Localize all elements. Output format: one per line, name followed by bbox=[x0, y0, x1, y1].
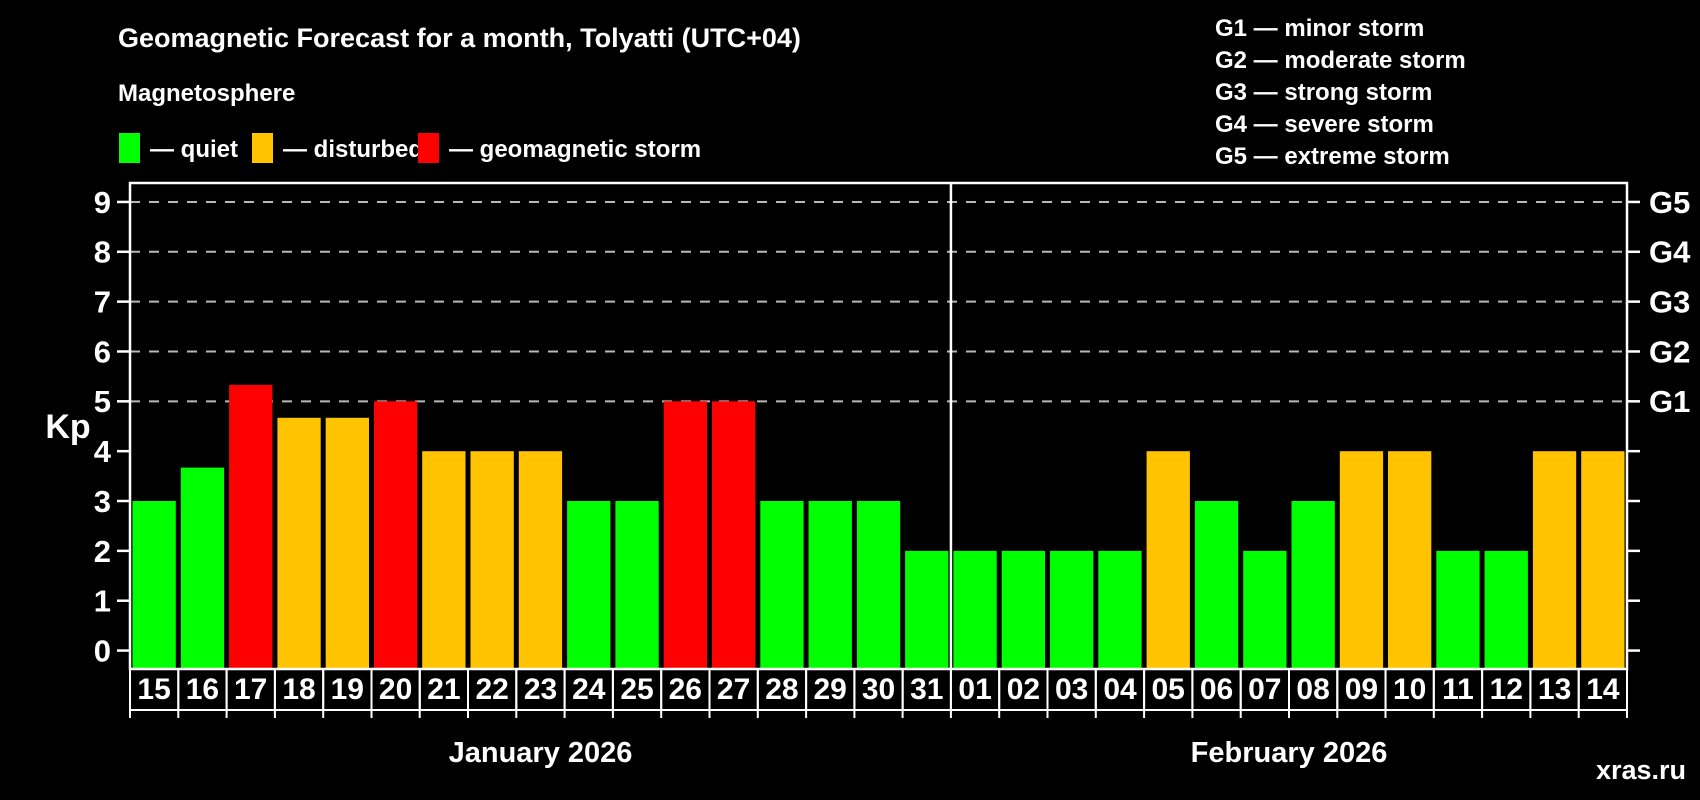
day-label-22: 22 bbox=[476, 673, 509, 706]
y-tick-label-2: 2 bbox=[94, 534, 111, 569]
kp-bar-day-27 bbox=[712, 401, 756, 669]
kp-bar-day-13 bbox=[1532, 451, 1577, 669]
day-label-01: 01 bbox=[958, 673, 991, 706]
y-tick-label-0: 0 bbox=[94, 633, 111, 668]
kp-bar-day-15 bbox=[132, 501, 176, 669]
g-scale-label-g5: G5 bbox=[1649, 185, 1690, 220]
kp-bar-day-18 bbox=[277, 417, 321, 669]
day-label-07: 07 bbox=[1248, 673, 1281, 706]
day-label-06: 06 bbox=[1200, 673, 1233, 706]
kp-bar-day-03 bbox=[1050, 550, 1094, 669]
day-label-28: 28 bbox=[765, 673, 798, 706]
watermark: xras.ru bbox=[1596, 755, 1686, 785]
legend-swatch-quiet-icon bbox=[119, 133, 140, 163]
g-legend-line-g3: G3 — strong storm bbox=[1215, 79, 1432, 106]
day-label-27: 27 bbox=[717, 673, 750, 706]
kp-bar-day-21 bbox=[422, 451, 466, 669]
y-axis-title: Kp bbox=[45, 408, 90, 446]
kp-bar-day-08 bbox=[1291, 501, 1335, 669]
kp-bar-day-20 bbox=[374, 401, 418, 669]
day-label-31: 31 bbox=[910, 673, 943, 706]
kp-bar-day-31 bbox=[905, 550, 949, 669]
y-tick-label-7: 7 bbox=[94, 284, 111, 319]
kp-bar-day-06 bbox=[1194, 501, 1239, 669]
kp-bar-day-25 bbox=[615, 501, 659, 669]
day-label-02: 02 bbox=[1007, 673, 1040, 706]
day-label-12: 12 bbox=[1490, 673, 1523, 706]
kp-bar-day-29 bbox=[808, 501, 852, 669]
y-tick-label-8: 8 bbox=[94, 235, 111, 270]
kp-bar-day-16 bbox=[180, 467, 225, 669]
kp-bar-day-01 bbox=[953, 550, 997, 669]
kp-bar-day-19 bbox=[325, 417, 369, 669]
y-tick-label-1: 1 bbox=[94, 584, 111, 619]
kp-bar-day-10 bbox=[1388, 451, 1432, 669]
y-tick-label-5: 5 bbox=[94, 384, 111, 419]
kp-bar-day-22 bbox=[470, 451, 514, 669]
g-legend-line-g5: G5 — extreme storm bbox=[1215, 143, 1450, 170]
day-label-09: 09 bbox=[1345, 673, 1378, 706]
chart-title: Geomagnetic Forecast for a month, Tolyat… bbox=[118, 23, 801, 53]
day-label-13: 13 bbox=[1538, 673, 1571, 706]
kp-bar-day-14 bbox=[1581, 451, 1625, 669]
day-label-03: 03 bbox=[1055, 673, 1088, 706]
kp-bar-day-05 bbox=[1146, 451, 1190, 669]
legend-label-storm: — geomagnetic storm bbox=[449, 136, 701, 163]
day-label-10: 10 bbox=[1393, 673, 1426, 706]
y-tick-label-6: 6 bbox=[94, 334, 111, 369]
day-label-15: 15 bbox=[137, 673, 170, 706]
y-tick-label-4: 4 bbox=[94, 434, 112, 469]
month-label-january-2026: January 2026 bbox=[449, 737, 633, 769]
day-label-30: 30 bbox=[862, 673, 895, 706]
day-label-05: 05 bbox=[1152, 673, 1185, 706]
g-scale-label-g3: G3 bbox=[1649, 284, 1690, 319]
day-label-08: 08 bbox=[1296, 673, 1329, 706]
g-scale-label-g2: G2 bbox=[1649, 334, 1690, 369]
day-label-11: 11 bbox=[1442, 673, 1474, 706]
kp-bar-day-02 bbox=[1001, 550, 1045, 669]
day-label-20: 20 bbox=[379, 673, 412, 706]
day-label-18: 18 bbox=[282, 673, 315, 706]
kp-bar-day-12 bbox=[1484, 550, 1528, 669]
g-legend-line-g1: G1 — minor storm bbox=[1215, 15, 1424, 42]
day-label-16: 16 bbox=[186, 673, 219, 706]
legend-label-disturbed: — disturbed bbox=[283, 136, 423, 163]
day-cell-14 bbox=[1577, 668, 1628, 711]
kp-bar-day-28 bbox=[760, 501, 804, 669]
day-label-19: 19 bbox=[331, 673, 364, 706]
day-label-24: 24 bbox=[572, 673, 606, 706]
chart-subtitle: Magnetosphere bbox=[118, 80, 295, 107]
day-label-26: 26 bbox=[669, 673, 702, 706]
kp-bar-day-17 bbox=[229, 384, 273, 669]
day-label-17: 17 bbox=[234, 673, 267, 706]
g-legend-line-g4: G4 — severe storm bbox=[1215, 111, 1434, 138]
day-label-25: 25 bbox=[620, 673, 653, 706]
kp-bar-day-26 bbox=[663, 401, 707, 669]
kp-bar-day-24 bbox=[567, 501, 611, 669]
legend-label-quiet: — quiet bbox=[150, 136, 238, 163]
y-tick-label-3: 3 bbox=[94, 484, 111, 519]
kp-bar-day-04 bbox=[1098, 550, 1142, 669]
day-label-04: 04 bbox=[1103, 673, 1137, 706]
day-label-21: 21 bbox=[427, 673, 460, 706]
y-tick-label-9: 9 bbox=[94, 185, 111, 220]
month-label-february-2026: February 2026 bbox=[1191, 737, 1388, 769]
g-legend-line-g2: G2 — moderate storm bbox=[1215, 47, 1466, 74]
kp-bar-day-23 bbox=[518, 451, 563, 669]
legend-swatch-disturbed-icon bbox=[252, 133, 273, 163]
kp-bar-day-09 bbox=[1339, 451, 1384, 669]
g-scale-label-g4: G4 bbox=[1649, 235, 1691, 270]
day-label-29: 29 bbox=[814, 673, 847, 706]
kp-bar-day-11 bbox=[1436, 550, 1480, 669]
kp-bar-day-30 bbox=[856, 501, 901, 669]
day-label-23: 23 bbox=[524, 673, 557, 706]
legend-swatch-storm-icon bbox=[418, 133, 439, 163]
kp-bar-day-07 bbox=[1243, 550, 1287, 669]
g-scale-label-g1: G1 bbox=[1649, 384, 1690, 419]
day-label-14: 14 bbox=[1586, 673, 1620, 706]
